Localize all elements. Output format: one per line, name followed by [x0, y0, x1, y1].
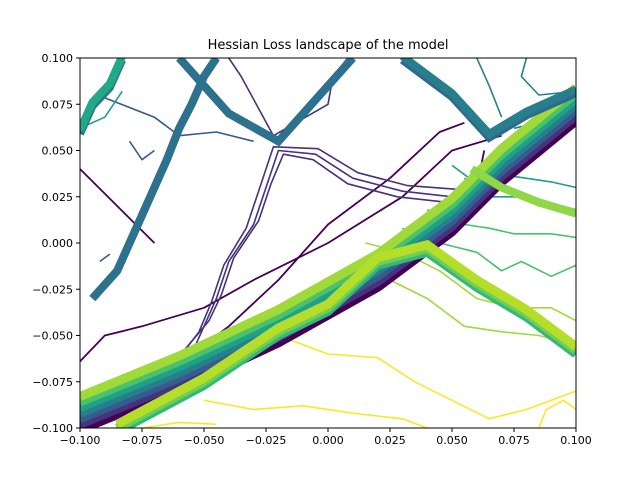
- x-tick-label: 0.100: [560, 434, 592, 447]
- chart-title: Hessian Loss landscape of the model: [208, 38, 449, 53]
- ridge-diagonal-band-5: [80, 89, 576, 407]
- y-axis: −0.100 −0.075 −0.050 −0.025 0.000 0.025 0.050 0…: [32, 52, 80, 435]
- y-tick-label: 0.075: [42, 98, 74, 111]
- contour-line-level-4-0: [520, 58, 576, 96]
- contour-line-level-1-3: [80, 168, 156, 244]
- contour-line-level-2-0: [190, 149, 490, 355]
- contour-line-level-8-0: [278, 334, 576, 420]
- x-tick-label: −0.025: [246, 434, 287, 447]
- ridge-left-band-1: [80, 58, 126, 132]
- contour-line-level-8-3: [538, 399, 576, 428]
- contour-line-level-1-1: [80, 134, 502, 363]
- x-tick-label: 0.025: [374, 434, 406, 447]
- y-tick-label: 0.000: [42, 237, 74, 250]
- ridge-diag-upper-band-1: [400, 58, 576, 140]
- contour-line-level-8-1: [203, 399, 428, 428]
- contour-line-level-3-1: [128, 140, 155, 161]
- ridge-vertical-band-1: [89, 58, 220, 302]
- x-tick-label: 0.075: [498, 434, 530, 447]
- ridge-diag-lower-band-2: [115, 239, 576, 428]
- y-tick-label: −0.050: [32, 330, 73, 343]
- y-tick-label: 0.050: [42, 145, 74, 158]
- contour-line-level-2-1: [178, 146, 498, 359]
- contour-line-level-4-2: [476, 58, 503, 118]
- contour-line-level-8-2: [141, 421, 217, 428]
- y-tick-label: −0.100: [32, 422, 73, 435]
- contour-line-level-3-2: [99, 253, 111, 263]
- x-tick-label: 0.050: [436, 434, 468, 447]
- x-tick-label: −0.100: [60, 434, 101, 447]
- x-tick-label: 0.000: [312, 434, 344, 447]
- y-tick-label: 0.100: [42, 52, 74, 65]
- y-tick-label: 0.025: [42, 191, 74, 204]
- y-tick-label: −0.025: [32, 283, 73, 296]
- x-tick-label: −0.050: [184, 434, 225, 447]
- ridge-v-top-band-1: [176, 58, 356, 147]
- contour-line-level-2-2: [183, 153, 483, 351]
- plot-area: [80, 58, 576, 428]
- y-tick-label: −0.075: [32, 376, 73, 389]
- x-tick-label: −0.075: [122, 434, 163, 447]
- x-axis: −0.100 −0.075 −0.050 −0.025 0.000 0.025 0.050 0…: [60, 428, 592, 447]
- ridge-right-green-band-1: [469, 165, 576, 218]
